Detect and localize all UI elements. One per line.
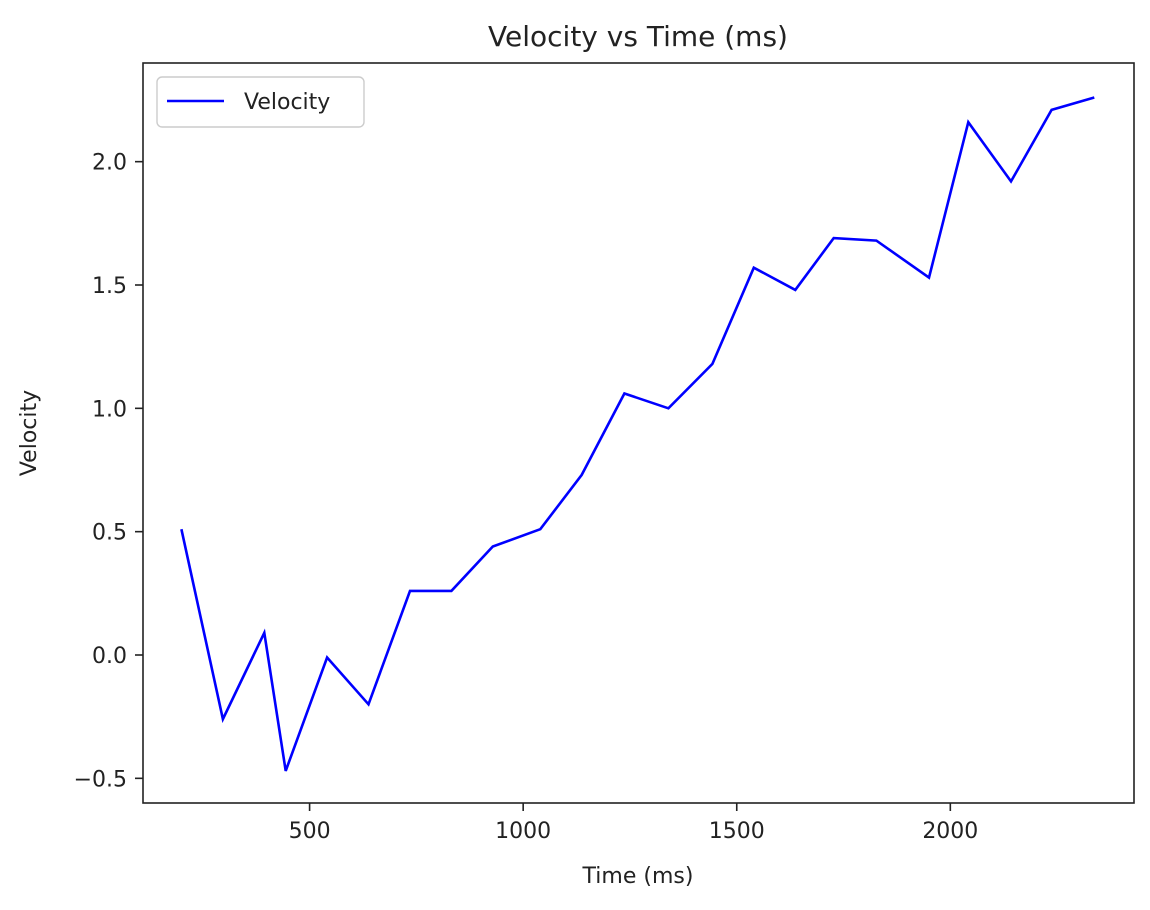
y-axis-label: Velocity bbox=[17, 390, 42, 476]
x-tick-label: 1000 bbox=[495, 819, 551, 844]
x-tick-label: 2000 bbox=[922, 819, 978, 844]
plot-area bbox=[180, 96, 1095, 772]
y-tick-label: 2.0 bbox=[92, 151, 127, 176]
x-tick-label: 1500 bbox=[709, 819, 765, 844]
y-tick-label: −0.5 bbox=[74, 767, 127, 792]
y-tick-label: 0.5 bbox=[92, 521, 127, 546]
y-tick-label: 1.0 bbox=[92, 397, 127, 422]
series-line-velocity bbox=[180, 96, 1095, 772]
legend-box bbox=[156, 76, 365, 128]
legend: Velocity bbox=[156, 76, 365, 128]
chart-title: Velocity vs Time (ms) bbox=[488, 20, 788, 53]
y-tick-label: 1.5 bbox=[92, 274, 127, 299]
legend-label-velocity: Velocity bbox=[244, 90, 330, 115]
x-axis: 500 1000 1500 2000 bbox=[289, 803, 978, 844]
y-tick-label: 0.0 bbox=[92, 644, 127, 669]
x-tick-label: 500 bbox=[289, 819, 331, 844]
y-axis: −0.5 0.0 0.5 1.0 1.5 2.0 bbox=[74, 151, 143, 792]
axes-frame bbox=[142, 62, 1135, 804]
x-axis-label: Time (ms) bbox=[582, 864, 694, 889]
